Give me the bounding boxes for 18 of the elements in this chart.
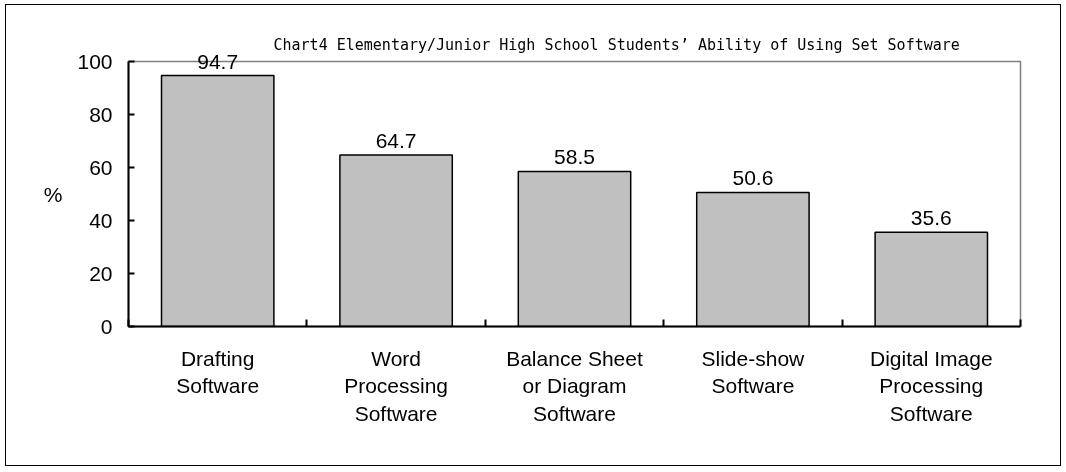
y-axis-title: %	[43, 182, 63, 206]
y-tick-label: 20	[89, 261, 113, 285]
data-label: 58.5	[554, 145, 595, 169]
x-tick-label: Drafting Software	[176, 346, 260, 398]
x-tick-label: Slide-show Software	[701, 346, 806, 398]
data-label: 94.7	[197, 49, 239, 73]
x-tick-label: Word Processing Software	[344, 346, 449, 425]
data-label: 35.6	[910, 206, 952, 230]
y-tick-label: 100	[77, 49, 113, 73]
data-label: 50.6	[732, 166, 774, 190]
data-label: 64.7	[375, 129, 417, 153]
y-tick-label: 80	[89, 102, 113, 126]
x-tick-label: Balance Sheet or Diagram Software	[506, 346, 643, 425]
y-tick-label: 0	[100, 314, 113, 338]
y-tick-label: 60	[89, 155, 113, 179]
y-tick-label: 40	[89, 208, 113, 232]
x-tick-label: Digital Image Processing Software	[870, 346, 993, 425]
chart-title: Chart4 Elementary/Junior High School Students’ Ability of Using Set Software	[273, 35, 960, 54]
